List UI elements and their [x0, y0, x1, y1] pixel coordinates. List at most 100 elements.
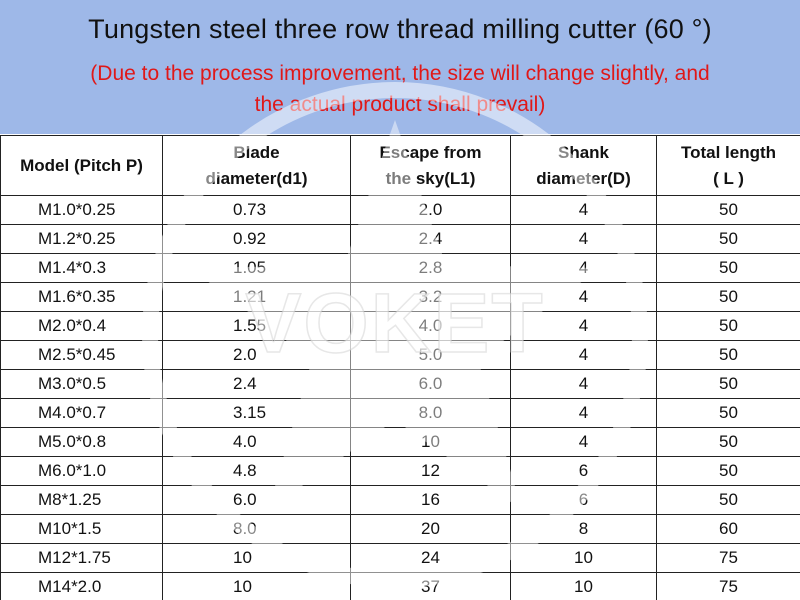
cell-shank-diameter: 10: [510, 572, 657, 600]
cell-blade-diameter: 0.92: [162, 224, 351, 254]
cell-escape-length: 16: [350, 485, 511, 515]
cell-escape-length: 2.8: [350, 253, 511, 283]
cell-total-length: 50: [656, 427, 800, 457]
cell-model: M2.5*0.45: [0, 340, 163, 370]
process-note-line1: (Due to the process improvement, the siz…: [90, 62, 710, 85]
table-row: M10*1.5 8.0 20 8 60: [0, 514, 800, 544]
cell-model: M8*1.25: [0, 485, 163, 515]
cell-blade-diameter: 10: [162, 572, 351, 600]
cell-escape-length: 2.4: [350, 224, 511, 254]
cell-total-length: 50: [656, 456, 800, 486]
cell-total-length: 60: [656, 514, 800, 544]
cell-blade-diameter: 1.21: [162, 282, 351, 312]
cell-model: M4.0*0.7: [0, 398, 163, 428]
cell-blade-diameter: 10: [162, 543, 351, 573]
cell-total-length: 50: [656, 224, 800, 254]
cell-shank-diameter: 6: [510, 485, 657, 515]
cell-blade-diameter: 1.05: [162, 253, 351, 283]
cell-total-length: 50: [656, 311, 800, 341]
header-total-length: Total length ( L ): [656, 135, 800, 196]
cell-shank-diameter: 4: [510, 398, 657, 428]
header-escape-line1: Escape from: [379, 142, 482, 162]
cell-shank-diameter: 4: [510, 427, 657, 457]
cell-escape-length: 5.0: [350, 340, 511, 370]
cell-escape-length: 6.0: [350, 369, 511, 399]
table-row: M5.0*0.8 4.0 10 4 50: [0, 427, 800, 457]
table-row: M8*1.25 6.0 16 6 50: [0, 485, 800, 515]
table-row: M3.0*0.5 2.4 6.0 4 50: [0, 369, 800, 399]
cell-escape-length: 37: [350, 572, 511, 600]
cell-total-length: 50: [656, 369, 800, 399]
cell-model: M1.6*0.35: [0, 282, 163, 312]
page-title: Tungsten steel three row thread milling …: [88, 14, 712, 44]
cell-model: M3.0*0.5: [0, 369, 163, 399]
cell-shank-diameter: 4: [510, 369, 657, 399]
cell-model: M14*2.0: [0, 572, 163, 600]
cell-blade-diameter: 6.0: [162, 485, 351, 515]
cell-total-length: 75: [656, 543, 800, 573]
cell-total-length: 50: [656, 485, 800, 515]
table-row: M14*2.0 10 37 10 75: [0, 572, 800, 600]
cell-model: M10*1.5: [0, 514, 163, 544]
cell-blade-diameter: 2.4: [162, 369, 351, 399]
spec-table: Model (Pitch P) Blade diameter(d1) Escap…: [0, 135, 800, 600]
cell-escape-length: 2.0: [350, 195, 511, 225]
table-row: M1.4*0.3 1.05 2.8 4 50: [0, 253, 800, 283]
title-banner: Tungsten steel three row thread milling …: [0, 0, 800, 134]
cell-escape-length: 3.2: [350, 282, 511, 312]
table-row: M6.0*1.0 4.8 12 6 50: [0, 456, 800, 486]
cell-total-length: 50: [656, 253, 800, 283]
table-row: M1.2*0.25 0.92 2.4 4 50: [0, 224, 800, 254]
header-escape-length: Escape from the sky(L1): [350, 135, 511, 196]
cell-shank-diameter: 4: [510, 224, 657, 254]
cell-escape-length: 20: [350, 514, 511, 544]
cell-shank-diameter: 4: [510, 195, 657, 225]
cell-total-length: 50: [656, 340, 800, 370]
cell-escape-length: 10: [350, 427, 511, 457]
cell-shank-diameter: 10: [510, 543, 657, 573]
cell-model: M5.0*0.8: [0, 427, 163, 457]
cell-model: M1.2*0.25: [0, 224, 163, 254]
header-model: Model (Pitch P): [0, 135, 163, 196]
header-model-label: Model (Pitch P): [20, 155, 143, 175]
table-row: M2.0*0.4 1.55 4.0 4 50: [0, 311, 800, 341]
table-row: M2.5*0.45 2.0 5.0 4 50: [0, 340, 800, 370]
cell-model: M1.0*0.25: [0, 195, 163, 225]
table-row: M1.0*0.25 0.73 2.0 4 50: [0, 195, 800, 225]
cell-blade-diameter: 2.0: [162, 340, 351, 370]
cell-escape-length: 12: [350, 456, 511, 486]
process-note: (Due to the process improvement, the siz…: [0, 58, 800, 120]
header-blade-diameter: Blade diameter(d1): [162, 135, 351, 196]
table-row: M4.0*0.7 3.15 8.0 4 50: [0, 398, 800, 428]
header-total-line2: ( L ): [713, 168, 744, 188]
cell-blade-diameter: 4.8: [162, 456, 351, 486]
cell-shank-diameter: 6: [510, 456, 657, 486]
cell-escape-length: 4.0: [350, 311, 511, 341]
table-header-row: Model (Pitch P) Blade diameter(d1) Escap…: [0, 135, 800, 196]
cell-shank-diameter: 4: [510, 253, 657, 283]
cell-total-length: 75: [656, 572, 800, 600]
cell-blade-diameter: 4.0: [162, 427, 351, 457]
cell-blade-diameter: 1.55: [162, 311, 351, 341]
cell-model: M2.0*0.4: [0, 311, 163, 341]
cell-total-length: 50: [656, 282, 800, 312]
header-shank-line2: diameter(D): [536, 168, 631, 188]
header-total-line1: Total length: [680, 142, 777, 162]
process-note-line2: the actual product shall prevail): [254, 93, 546, 116]
header-blade-line2: diameter(d1): [205, 168, 308, 188]
cell-model: M1.4*0.3: [0, 253, 163, 283]
cell-escape-length: 24: [350, 543, 511, 573]
cell-shank-diameter: 8: [510, 514, 657, 544]
cell-blade-diameter: 0.73: [162, 195, 351, 225]
cell-escape-length: 8.0: [350, 398, 511, 428]
cell-model: M6.0*1.0: [0, 456, 163, 486]
cell-blade-diameter: 8.0: [162, 514, 351, 544]
cell-total-length: 50: [656, 195, 800, 225]
header-blade-line1: Blade: [233, 142, 280, 162]
cell-shank-diameter: 4: [510, 340, 657, 370]
cell-model: M12*1.75: [0, 543, 163, 573]
header-shank-line1: Shank: [557, 142, 610, 162]
table-row: M1.6*0.35 1.21 3.2 4 50: [0, 282, 800, 312]
header-shank-diameter: Shank diameter(D): [510, 135, 657, 196]
cell-blade-diameter: 3.15: [162, 398, 351, 428]
